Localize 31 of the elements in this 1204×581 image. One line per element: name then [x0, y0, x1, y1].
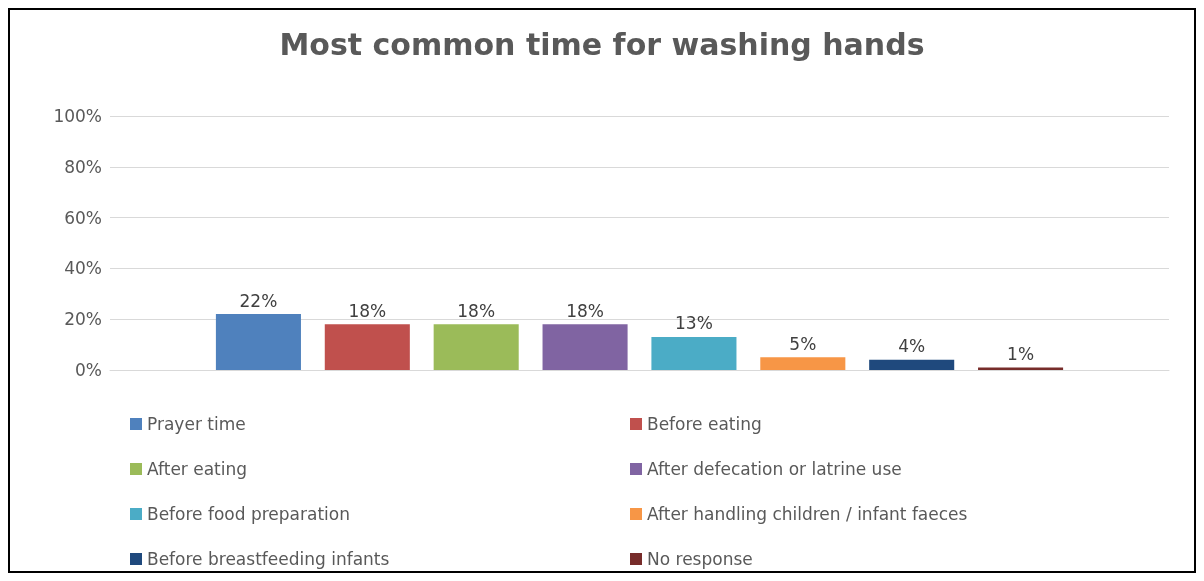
legend-label: After handling children / infant faeces [647, 504, 968, 524]
bar [215, 314, 301, 370]
data-label: 18% [457, 300, 496, 321]
bar [433, 324, 519, 370]
y-tick-label: 80% [64, 156, 102, 177]
data-label: 22% [239, 290, 278, 311]
legend-label: Before food preparation [147, 504, 351, 524]
legend-label: After eating [147, 459, 248, 479]
legend-label: Prayer time [147, 414, 246, 434]
bar [324, 324, 410, 370]
data-label: 18% [348, 300, 387, 321]
y-tick-label: 0% [75, 360, 102, 380]
bar [542, 324, 628, 370]
data-label: 13% [675, 313, 713, 334]
bar [869, 359, 955, 370]
legend-label: No response [647, 549, 753, 569]
legend-label: After defecation or latrine use [647, 459, 902, 479]
data-label: 18% [566, 300, 604, 321]
y-tick-label: 20% [64, 309, 102, 330]
chart-title: Most common time for washing hands [279, 26, 925, 62]
bar [978, 367, 1064, 370]
legend-label: Before breastfeeding infants [147, 549, 390, 569]
bar [760, 357, 846, 370]
legend-label: Before eating [647, 414, 762, 434]
data-label: 4% [898, 336, 926, 357]
data-label: 1% [1007, 343, 1035, 364]
y-tick-label: 100% [53, 106, 102, 126]
y-tick-label: 40% [64, 258, 102, 279]
y-tick-label: 60% [64, 207, 102, 228]
bar [651, 336, 737, 370]
data-label: 5% [789, 333, 817, 354]
